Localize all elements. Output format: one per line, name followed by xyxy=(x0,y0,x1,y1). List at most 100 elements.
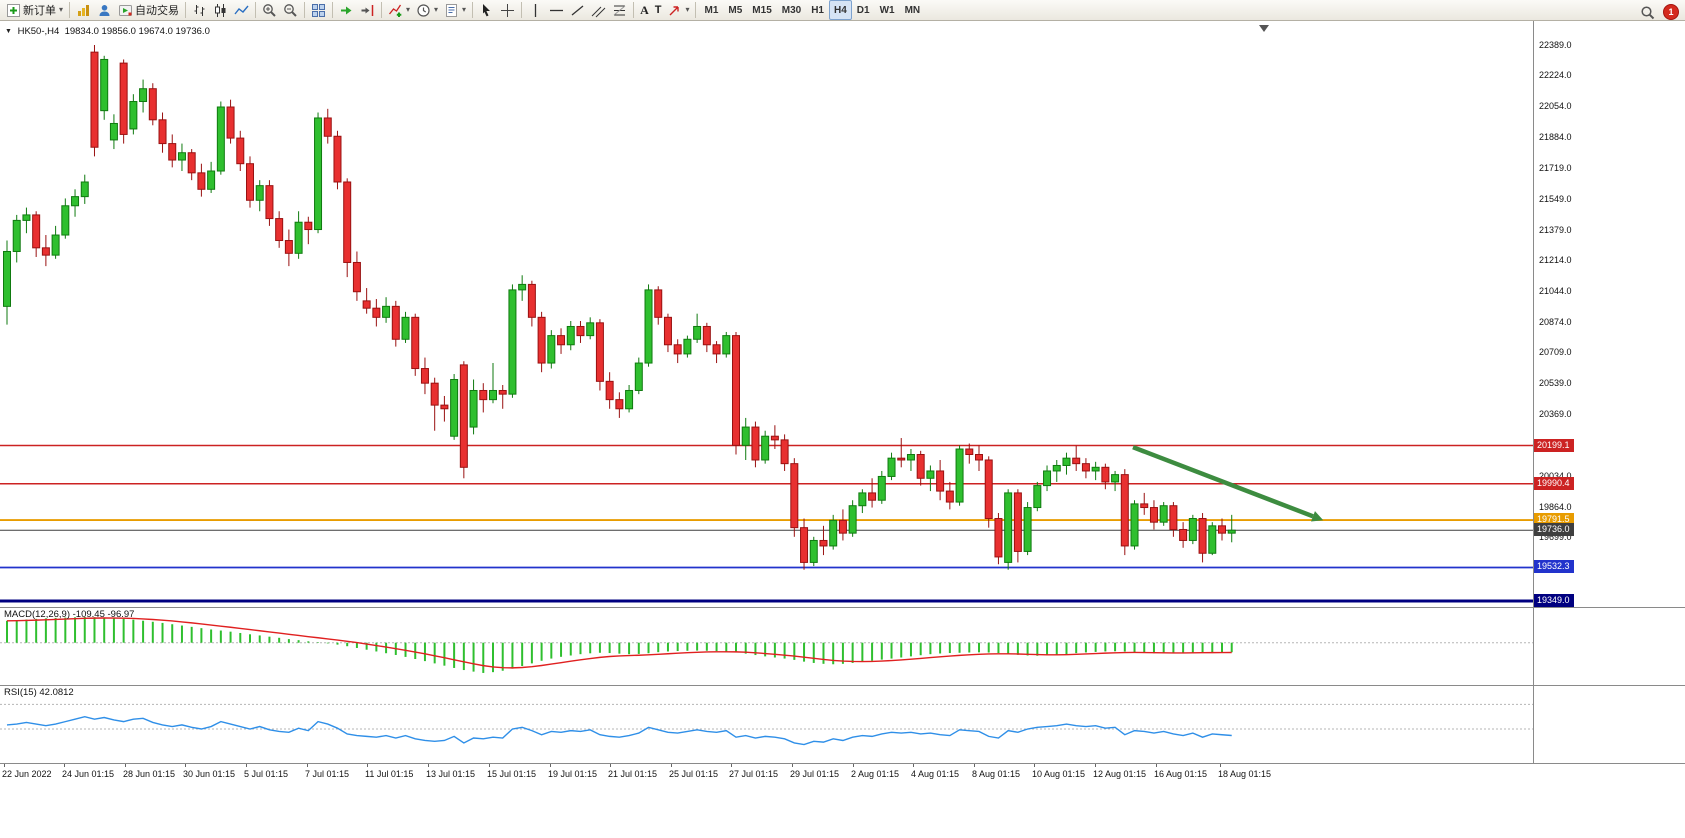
text-tool-button[interactable]: A xyxy=(637,0,652,20)
time-axis-label: 18 Aug 01:15 xyxy=(1218,769,1272,779)
price-axis-tick: 21719.0 xyxy=(1539,162,1572,173)
community-button[interactable] xyxy=(94,0,115,20)
rsi-line xyxy=(6,715,1232,746)
time-axis[interactable]: 22 Jun 2022 24 Jun 01:15 28 Jun 01:15 30 Ju… xyxy=(0,764,1685,784)
timeframe-button-h1[interactable]: H1 xyxy=(811,4,824,16)
zoom-out-button[interactable] xyxy=(280,0,301,20)
time-axis-label: 21 Jul 01:15 xyxy=(608,769,658,779)
tile-windows-button[interactable] xyxy=(308,0,329,20)
tile-windows-icon xyxy=(312,3,326,17)
arrows-tool-button[interactable]: ▾ xyxy=(664,0,692,20)
text-tool-icon: A xyxy=(640,2,649,17)
chart-shift-button[interactable] xyxy=(357,0,378,20)
price-level-badge: 19349.0 xyxy=(1534,594,1574,607)
price-axis-tick: 19864.0 xyxy=(1539,501,1572,512)
time-axis-tick xyxy=(185,764,186,767)
trend-arrow[interactable] xyxy=(1132,445,1324,522)
label-tool-button[interactable]: T xyxy=(652,0,665,20)
toolbar-separator xyxy=(185,2,187,18)
templates-button[interactable]: ▾ xyxy=(441,0,469,20)
price-axis-tick: 21884.0 xyxy=(1539,132,1572,143)
price-axis[interactable]: 22389.0 22224.0 22054.0 21884.0 21719.0 21549… xyxy=(1533,21,1685,763)
notification-badge[interactable]: 1 xyxy=(1663,4,1679,20)
crosshair-icon xyxy=(501,3,515,17)
time-axis-tick xyxy=(125,764,126,767)
chart-ohlc-values: 19834.0 19856.0 19674.0 19736.0 xyxy=(64,26,210,37)
timeframe-button-m5[interactable]: M5 xyxy=(728,4,743,16)
indicators-icon xyxy=(389,4,402,17)
timeframe-button-w1[interactable]: W1 xyxy=(879,4,895,16)
time-axis-label: 24 Jun 01:15 xyxy=(62,769,115,779)
new-order-button[interactable]: 新订单 ▾ xyxy=(3,0,66,20)
pane-divider-rsi[interactable] xyxy=(0,685,1685,686)
toolbar-separator xyxy=(521,2,523,18)
auto-scroll-button[interactable] xyxy=(336,0,357,20)
price-lines[interactable] xyxy=(0,444,1533,603)
time-axis-tick xyxy=(974,764,975,767)
toolbar-separator xyxy=(69,2,71,18)
price-level-badge: 19791.5 xyxy=(1534,513,1574,527)
profiles-button[interactable] xyxy=(73,0,94,20)
time-axis-label: 5 Jul 01:15 xyxy=(244,769,289,779)
time-axis-tick xyxy=(1156,764,1157,767)
timeframe-button-m30[interactable]: M30 xyxy=(781,4,802,16)
cursor-tool-button[interactable] xyxy=(476,0,497,20)
macd-indicator-pane[interactable] xyxy=(0,607,1533,685)
line-chart-mode-button[interactable] xyxy=(231,0,252,20)
time-axis-tick xyxy=(367,764,368,767)
equidistant-channel-icon xyxy=(591,6,606,17)
main-price-chart[interactable] xyxy=(0,21,1533,607)
time-axis-tick xyxy=(1034,764,1035,767)
time-axis-label: 22 Jun 2022 xyxy=(2,769,52,779)
price-axis-tick: 19699.0 xyxy=(1539,531,1572,542)
channel-tool-button[interactable] xyxy=(588,0,609,20)
price-axis-tick: 20539.0 xyxy=(1539,378,1572,389)
timeframe-button-d1[interactable]: D1 xyxy=(856,4,870,16)
label-tool-icon: T xyxy=(654,4,662,16)
clock-icon xyxy=(417,3,430,17)
bar-chart-icon xyxy=(194,4,205,16)
pane-divider-macd[interactable] xyxy=(0,607,1685,608)
quick-trade-collapse-icon[interactable]: ▼ xyxy=(5,28,12,35)
search-icon xyxy=(1641,5,1655,19)
fibonacci-tool-button[interactable] xyxy=(609,0,630,20)
zoom-in-icon xyxy=(263,3,276,17)
price-axis-tick: 21379.0 xyxy=(1539,224,1572,235)
trendline-tool-button[interactable] xyxy=(567,0,588,20)
time-axis-tick xyxy=(550,764,551,767)
timeframe-button-h4[interactable]: H4 xyxy=(829,0,852,20)
price-axis-tick: 20034.0 xyxy=(1539,470,1572,482)
time-axis-tick xyxy=(1220,764,1221,767)
candles xyxy=(3,45,1236,570)
auto-trading-button[interactable]: 自动交易 xyxy=(115,0,182,20)
time-axis-label: 11 Jul 01:15 xyxy=(365,769,414,779)
time-axis-label: 19 Jul 01:15 xyxy=(548,769,598,779)
timeframe-button-m15[interactable]: M15 xyxy=(752,4,772,16)
zoom-in-button[interactable] xyxy=(259,0,280,20)
periods-button[interactable]: ▾ xyxy=(413,0,441,20)
template-icon xyxy=(446,3,458,17)
indicators-button[interactable]: ▾ xyxy=(385,0,413,20)
timeframe-button-m1[interactable]: M1 xyxy=(704,4,719,16)
vertical-line-tool-button[interactable] xyxy=(525,0,546,20)
candlestick-mode-button[interactable] xyxy=(210,0,231,20)
horizontal-line-tool-button[interactable] xyxy=(546,0,567,20)
crosshair-tool-button[interactable] xyxy=(497,0,518,20)
timeframe-button-mn[interactable]: MN xyxy=(904,4,921,16)
macd-signal-line xyxy=(6,617,1232,669)
chevron-down-icon: ▾ xyxy=(406,5,411,14)
rsi-indicator-pane[interactable] xyxy=(0,685,1533,763)
bar-chart-mode-button[interactable] xyxy=(189,0,210,20)
person-icon xyxy=(99,4,110,16)
price-level-badge: 19736.0 xyxy=(1534,523,1574,537)
time-axis-tick xyxy=(428,764,429,767)
new-order-icon xyxy=(7,3,20,17)
price-level-badge: 19990.4 xyxy=(1534,476,1574,490)
search-button[interactable] xyxy=(1637,2,1658,22)
chart-title: ▼ HK50-,H4 19834.0 19856.0 19674.0 19736… xyxy=(5,26,210,37)
rsi-current-value: 42.0812 xyxy=(39,687,74,698)
horizontal-line-icon xyxy=(550,9,564,11)
time-axis-tick xyxy=(64,764,65,767)
cursor-icon xyxy=(483,3,491,16)
price-axis-tick: 22224.0 xyxy=(1539,70,1572,81)
